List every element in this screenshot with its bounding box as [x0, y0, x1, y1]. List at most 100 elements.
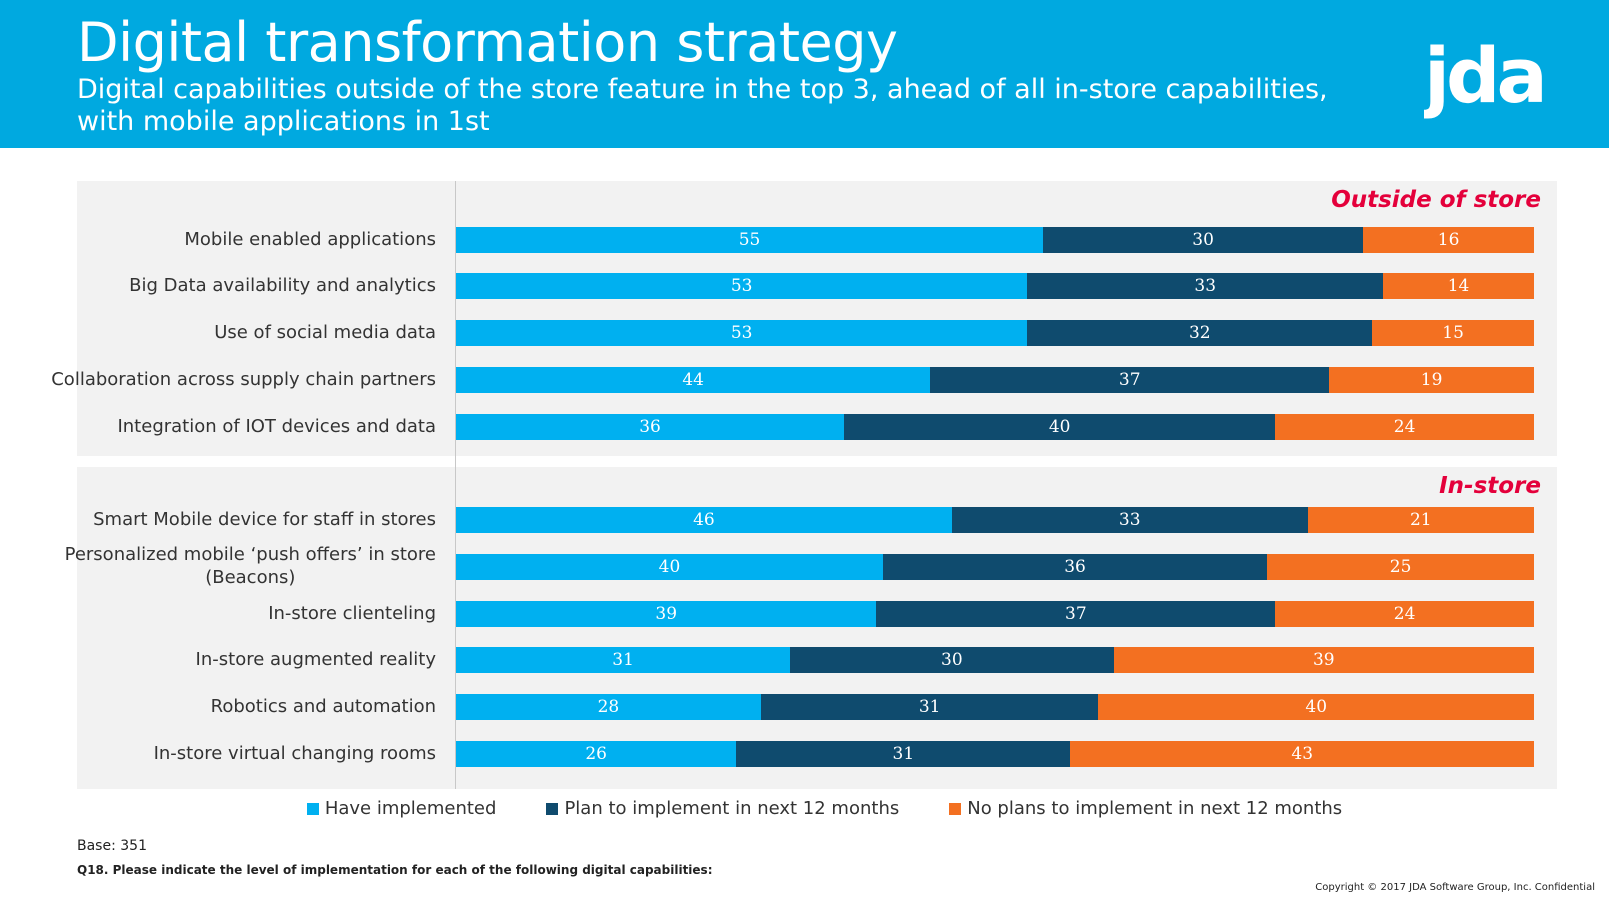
section-label-instore: In-store — [1439, 473, 1541, 499]
data-label: 30 — [941, 650, 963, 670]
stacked-bar: 31 30 39 — [456, 647, 1534, 673]
legend-item-have-implemented: Have implemented — [306, 798, 497, 819]
data-label: 43 — [1291, 744, 1314, 764]
stacked-bar: 55 30 16 — [456, 227, 1534, 253]
bar-segment: 44 — [456, 367, 931, 393]
bar-segment: 46 — [456, 507, 952, 533]
bar-segment: 24 — [1275, 414, 1534, 440]
stacked-bar: 53 33 14 — [456, 273, 1534, 299]
data-label: 36 — [639, 417, 661, 437]
bar-segment: 16 — [1363, 227, 1534, 253]
data-label: 33 — [1118, 510, 1141, 530]
stacked-bar: 28 31 40 — [456, 694, 1534, 720]
bar-segment: 40 — [456, 554, 883, 580]
bar-segment: 40 — [1098, 694, 1534, 720]
bar-segment: 39 — [456, 601, 877, 627]
data-label: 26 — [585, 744, 607, 764]
bar-segment: 37 — [876, 601, 1276, 627]
bar-segment: 19 — [1329, 367, 1534, 393]
bar-segment: 31 — [760, 694, 1099, 720]
legend-swatch — [306, 802, 319, 815]
data-label: 31 — [918, 697, 941, 717]
bar-segment: 26 — [456, 741, 737, 767]
data-label: 30 — [1192, 230, 1214, 250]
data-label: 53 — [730, 323, 753, 343]
bar-segment: 21 — [1307, 507, 1534, 533]
legend-swatch — [949, 802, 962, 815]
legend-label: Plan to implement in next 12 months — [564, 798, 900, 819]
category-label: Big Data availability and analytics — [129, 275, 436, 296]
question-note: Q18. Please indicate the level of implem… — [77, 863, 713, 877]
bar-segment: 33 — [1027, 273, 1384, 299]
category-label: Use of social media data — [214, 322, 436, 343]
legend-item-no-plans: No plans to implement in next 12 months — [949, 798, 1342, 819]
bar-segment: 32 — [1027, 320, 1373, 346]
bar-segment: 24 — [1275, 601, 1534, 627]
chart-legend: Have implemented Plan to implement in ne… — [0, 798, 1609, 819]
bar-segment: 36 — [882, 554, 1268, 580]
legend-label: No plans to implement in next 12 months — [967, 798, 1343, 819]
data-label: 53 — [730, 276, 753, 296]
category-label: Collaboration across supply chain partne… — [51, 369, 436, 390]
data-label: 15 — [1442, 323, 1464, 343]
stacked-bar: 46 33 21 — [456, 507, 1534, 533]
bar-segment: 37 — [930, 367, 1330, 393]
jda-logo: jda. — [1424, 34, 1550, 120]
stacked-bar: 40 36 25 — [456, 554, 1534, 580]
data-label: 21 — [1409, 510, 1432, 530]
bar-segment: 53 — [456, 273, 1028, 299]
bar-segment: 31 — [736, 741, 1071, 767]
data-label: 24 — [1393, 417, 1416, 437]
category-label: Smart Mobile device for staff in stores — [93, 509, 436, 530]
legend-label: Have implemented — [324, 798, 497, 819]
category-label: Robotics and automation — [210, 696, 436, 717]
data-label: 37 — [1118, 370, 1141, 390]
bar-segment: 36 — [456, 414, 845, 440]
data-label: 40 — [658, 557, 681, 577]
data-label: 39 — [655, 604, 678, 624]
data-label: 14 — [1447, 276, 1470, 296]
jda-logo-text: jda. — [1424, 34, 1550, 120]
page-subtitle: Digital capabilities outside of the stor… — [77, 74, 1328, 137]
data-label: 16 — [1437, 230, 1460, 250]
data-label: 46 — [693, 510, 715, 530]
data-label: 39 — [1312, 650, 1335, 670]
bar-segment: 25 — [1267, 554, 1534, 580]
page-title: Digital transformation strategy — [77, 11, 898, 74]
bar-segment: 30 — [790, 647, 1114, 673]
category-label: Integration of IOT devices and data — [117, 416, 436, 437]
data-label: 40 — [1305, 697, 1328, 717]
panel-outside-store: Outside of store — [77, 181, 1557, 456]
data-label: 28 — [597, 697, 620, 717]
category-label: In-store clienteling — [268, 603, 436, 624]
bar-segment: 31 — [456, 647, 791, 673]
stacked-bar: 26 31 43 — [456, 741, 1534, 767]
base-note: Base: 351 — [77, 838, 147, 854]
category-label: In-store virtual changing rooms — [153, 743, 436, 764]
bar-segment: 33 — [951, 507, 1308, 533]
data-label: 37 — [1065, 604, 1087, 624]
bar-segment: 28 — [456, 694, 761, 720]
data-label: 36 — [1064, 557, 1086, 577]
data-label: 32 — [1188, 323, 1211, 343]
category-label: Personalized mobile ‘push offers’ in sto… — [64, 544, 436, 588]
legend-item-plan-to-implement: Plan to implement in next 12 months — [546, 798, 899, 819]
data-label: 19 — [1420, 370, 1443, 390]
section-label-outside: Outside of store — [1331, 187, 1541, 213]
stacked-bar: 44 37 19 — [456, 367, 1534, 393]
data-label: 33 — [1194, 276, 1217, 296]
category-label: Mobile enabled applications — [184, 229, 436, 250]
stacked-bar: 39 37 24 — [456, 601, 1534, 627]
data-label: 31 — [612, 650, 634, 670]
bar-segment: 14 — [1383, 273, 1534, 299]
bar-segment: 39 — [1113, 647, 1534, 673]
copyright-note: Copyright © 2017 JDA Software Group, Inc… — [1315, 882, 1595, 893]
data-label: 24 — [1393, 604, 1416, 624]
stacked-bar: 53 32 15 — [456, 320, 1534, 346]
chart-axis-line — [455, 181, 456, 789]
data-label: 55 — [738, 230, 761, 250]
legend-swatch — [546, 802, 559, 815]
data-label: 40 — [1048, 417, 1071, 437]
bar-segment: 53 — [456, 320, 1028, 346]
bar-segment: 40 — [844, 414, 1276, 440]
